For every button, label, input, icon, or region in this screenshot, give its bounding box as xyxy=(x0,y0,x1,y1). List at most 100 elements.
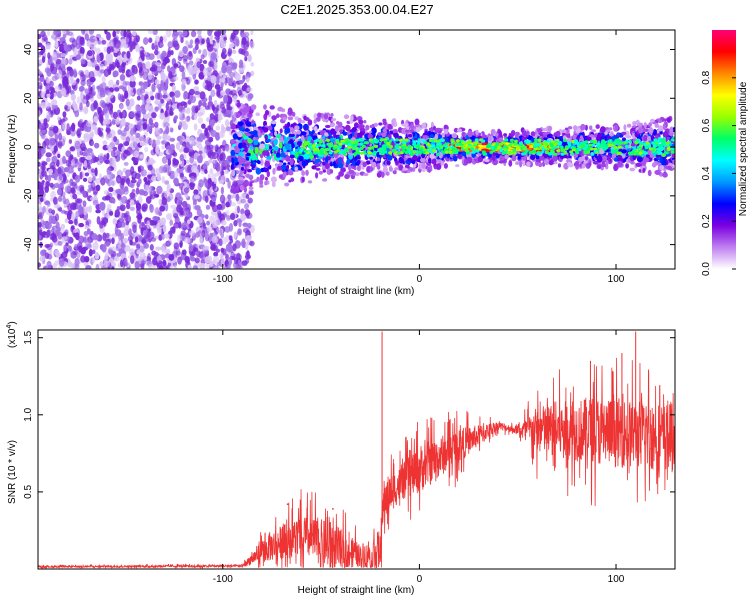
noise-blob xyxy=(100,177,106,186)
noise-blob xyxy=(51,109,57,115)
noise-blob xyxy=(228,235,233,241)
noise-blob xyxy=(161,176,165,184)
spectral-cell xyxy=(245,152,251,157)
noise-blob xyxy=(175,250,181,256)
spectral-cell xyxy=(301,160,307,167)
spectral-cell xyxy=(398,164,404,171)
noise-blob xyxy=(63,231,68,236)
noise-blob xyxy=(173,177,179,185)
noise-blob xyxy=(109,211,114,216)
noise-blob xyxy=(90,234,97,240)
noise-blob xyxy=(65,150,72,158)
noise-blob xyxy=(84,69,89,76)
noise-blob xyxy=(170,127,174,133)
spectral-cell xyxy=(301,120,305,124)
noise-blob xyxy=(174,90,181,98)
noise-blob xyxy=(72,68,77,78)
noise-blob xyxy=(208,256,212,261)
noise-blob xyxy=(221,47,227,55)
noise-blob xyxy=(162,265,169,269)
spectral-cell xyxy=(387,155,393,161)
noise-blob xyxy=(64,104,68,110)
noise-blob xyxy=(140,134,145,143)
spectral-cell xyxy=(247,169,253,173)
spectral-cell xyxy=(438,134,443,139)
noise-blob xyxy=(66,85,72,94)
noise-blob xyxy=(129,192,136,199)
noise-blob xyxy=(212,220,219,229)
noise-blob xyxy=(121,110,126,119)
noise-blob xyxy=(149,194,156,200)
spectral-cell xyxy=(268,146,273,150)
noise-blob xyxy=(108,186,114,193)
noise-blob xyxy=(44,252,50,259)
noise-blob xyxy=(120,130,127,137)
noise-blob xyxy=(147,179,151,186)
noise-blob xyxy=(104,30,108,35)
noise-blob xyxy=(135,113,141,121)
noise-blob xyxy=(92,242,99,250)
noise-blob xyxy=(78,235,85,244)
noise-blob xyxy=(209,60,214,67)
noise-blob xyxy=(181,249,187,256)
spectral-cell xyxy=(632,121,637,126)
noise-blob xyxy=(147,122,152,132)
noise-blob xyxy=(233,257,239,265)
noise-blob xyxy=(189,39,194,45)
noise-blob xyxy=(57,240,63,246)
noise-blob xyxy=(51,99,58,106)
noise-blob xyxy=(220,257,225,267)
noise-blob xyxy=(112,146,118,151)
noise-blob xyxy=(240,198,246,204)
noise-blob xyxy=(123,175,130,183)
noise-blob xyxy=(246,72,252,78)
noise-blob xyxy=(214,83,221,90)
noise-blob xyxy=(94,252,100,260)
spectral-cell xyxy=(623,124,627,131)
noise-blob xyxy=(238,79,244,85)
noise-blob xyxy=(134,236,139,243)
noise-blob xyxy=(151,250,157,256)
noise-blob xyxy=(86,79,92,87)
noise-blob xyxy=(125,169,132,177)
noise-blob xyxy=(231,49,237,54)
noise-blob xyxy=(173,212,179,219)
noise-blob xyxy=(120,243,126,248)
noise-blob xyxy=(167,40,174,48)
spectral-cell xyxy=(263,104,267,110)
spectral-cell xyxy=(270,176,277,183)
noise-blob xyxy=(86,40,91,47)
noise-blob xyxy=(181,222,187,229)
noise-blob xyxy=(48,128,55,138)
noise-blob xyxy=(236,230,242,236)
noise-blob xyxy=(186,257,190,265)
spectral-cell xyxy=(535,159,541,163)
noise-blob xyxy=(120,259,124,268)
noise-blob xyxy=(231,201,237,207)
noise-blob xyxy=(168,70,173,80)
noise-blob xyxy=(143,113,150,120)
noise-blob xyxy=(118,169,122,176)
spectral-cell xyxy=(269,105,275,110)
noise-blob xyxy=(129,75,136,82)
noise-blob xyxy=(194,195,200,200)
noise-blob xyxy=(225,119,230,128)
noise-blob xyxy=(143,37,149,45)
noise-blob xyxy=(62,111,67,118)
noise-blob xyxy=(204,214,209,220)
noise-blob xyxy=(169,110,174,116)
noise-blob xyxy=(179,172,184,178)
noise-blob xyxy=(99,69,105,74)
noise-blob xyxy=(45,206,50,215)
noise-blob xyxy=(173,242,180,250)
noise-blob xyxy=(219,229,223,236)
noise-blob xyxy=(89,129,94,139)
noise-blob xyxy=(64,218,69,224)
noise-blob xyxy=(46,30,51,37)
spectral-cell xyxy=(288,171,294,176)
noise-blob xyxy=(38,109,41,117)
noise-blob xyxy=(71,159,75,167)
noise-blob xyxy=(133,160,139,166)
noise-blob xyxy=(67,31,73,36)
noise-blob xyxy=(191,165,198,173)
